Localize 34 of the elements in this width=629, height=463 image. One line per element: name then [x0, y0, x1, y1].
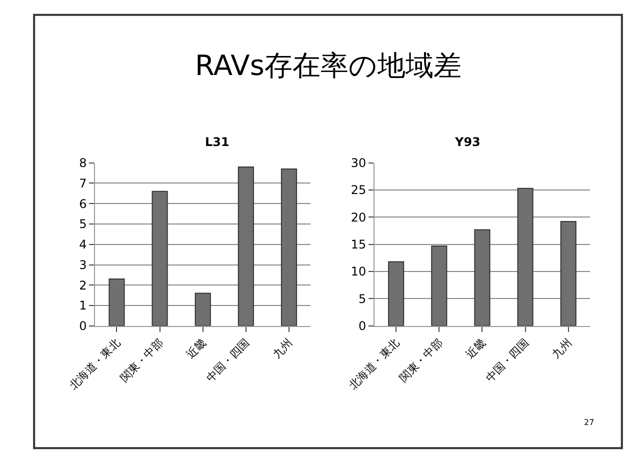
chart-title: Y93 — [454, 135, 480, 149]
y-tick-label: 20 — [350, 210, 366, 224]
chart-title: L31 — [205, 135, 230, 149]
bar — [108, 278, 125, 326]
bar — [152, 190, 168, 326]
y-tick-label: 0 — [358, 319, 366, 334]
bar — [560, 221, 576, 326]
bar — [280, 168, 298, 326]
bar — [517, 188, 534, 326]
x-tick-label: 九州 — [270, 336, 296, 362]
x-tick-label: 近畿 — [463, 336, 488, 362]
bar — [431, 246, 448, 326]
bar — [474, 229, 490, 326]
text: 27 — [584, 418, 594, 427]
y-tick-label: 6 — [79, 196, 87, 211]
bar — [238, 166, 254, 326]
y-tick-label: 8 — [79, 156, 87, 170]
y-tick-label: 0 — [79, 319, 87, 334]
y-tick-label: 5 — [79, 217, 87, 232]
x-tick-label: 九州 — [550, 336, 574, 362]
y-tick-label: 1 — [79, 298, 87, 313]
x-tick-label: 近畿 — [184, 336, 209, 362]
text: RAVs存在率の地域差 — [195, 49, 462, 82]
y-tick-label: 10 — [350, 264, 366, 279]
y-tick-label: 7 — [79, 176, 87, 190]
y-tick-label: 15 — [350, 238, 366, 252]
y-tick-label: 3 — [79, 258, 87, 272]
bar — [194, 292, 211, 326]
y-tick-label: 2 — [79, 278, 87, 292]
y-tick-label: 25 — [350, 183, 366, 198]
bar — [388, 261, 404, 326]
y-tick-label: 30 — [350, 156, 366, 170]
y-tick-label: 4 — [79, 238, 87, 252]
y-tick-label: 5 — [358, 292, 366, 306]
